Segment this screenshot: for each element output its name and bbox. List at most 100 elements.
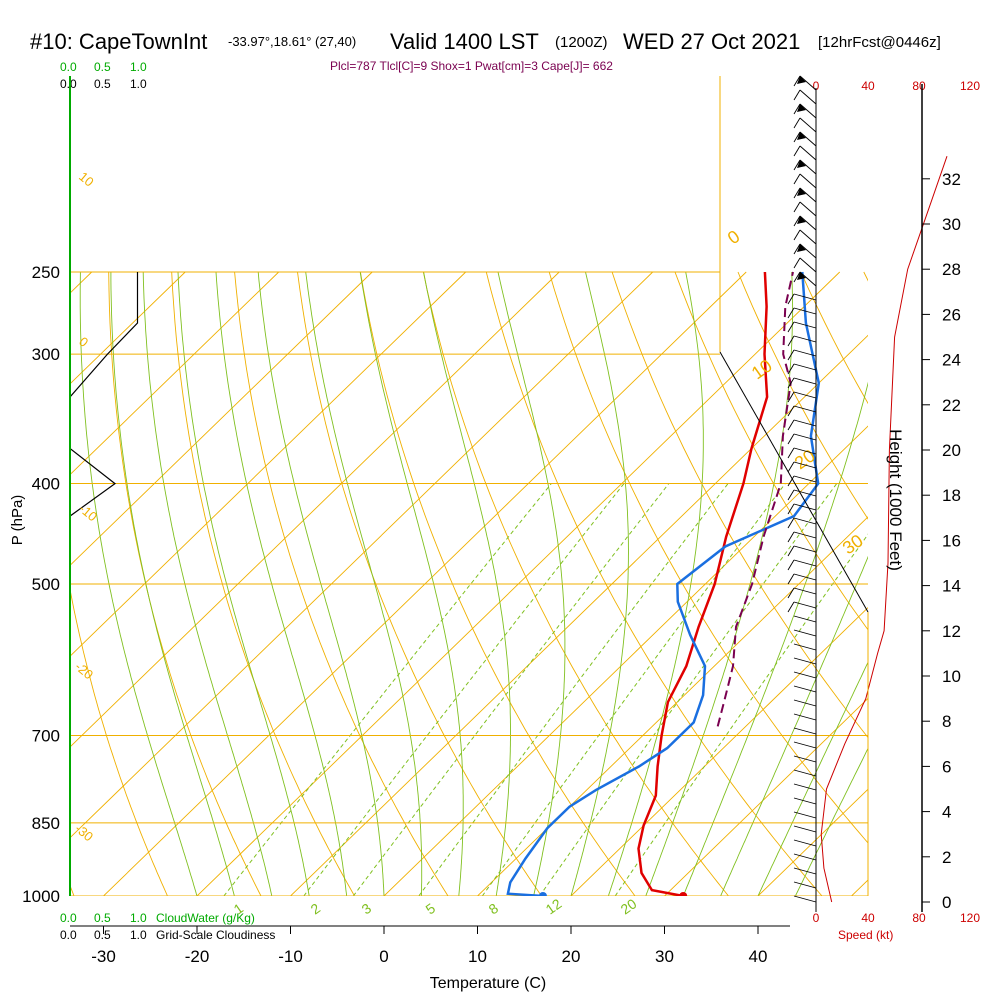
wind-barb (793, 363, 817, 371)
pressure-axis-label: P (hPa) (9, 495, 26, 546)
wind-barb-feather (787, 447, 795, 459)
wind-barb-feather (787, 335, 795, 347)
wind-barb (793, 769, 817, 777)
wind-barb-feather (793, 103, 801, 115)
wind-barb-pennant (797, 76, 806, 84)
cloudwater-top-tick: 0.5 (94, 60, 111, 74)
pressure-tick-label: 400 (32, 475, 60, 494)
mixing-ratio-label: 3 (359, 900, 375, 918)
wind-scale-bottom-label: 0 (813, 911, 820, 925)
height-tick-label: 14 (942, 577, 961, 596)
wind-barb (799, 257, 817, 273)
height-tick-label: 10 (942, 667, 961, 686)
cloudwater-top-tick: 1.0 (130, 60, 147, 74)
moist-adiabat (570, 271, 629, 896)
wind-barb-feather (787, 601, 795, 613)
cloudiness-top-tick: 0.0 (60, 77, 77, 91)
wind-barb-feather (793, 75, 801, 87)
wind-scale-top-label: 80 (912, 79, 926, 93)
wind-barb-feather (793, 159, 801, 171)
dry-adiabat (485, 271, 823, 896)
moist-adiabat (359, 271, 464, 896)
wind-barb-pennant (797, 188, 806, 196)
wind-barb (793, 531, 817, 539)
moist-adiabat (645, 271, 794, 896)
wind-scale-bottom-label: 40 (861, 911, 875, 925)
chart-title-station: #10: CapeTownInt (30, 29, 207, 54)
wind-barb (799, 117, 817, 133)
wind-scale-top-label: 0 (813, 79, 820, 93)
cloudwater-legend: CloudWater (g/Kg) (156, 911, 255, 925)
moist-adiabat (720, 555, 868, 896)
dry-adiabat (674, 271, 868, 631)
height-tick-label: 20 (942, 441, 961, 460)
wind-barb-feather (787, 475, 795, 487)
wind-barb-pennant (797, 272, 806, 280)
wind-barb-feather (787, 489, 795, 501)
dry-adiabat (422, 271, 729, 896)
moist-adiabat (177, 271, 310, 896)
height-tick-label: 4 (942, 803, 951, 822)
wind-barb-feather (787, 545, 795, 557)
wind-barb-feather (793, 173, 801, 185)
wind-barb-feather (793, 271, 801, 283)
dry-adiabat (927, 272, 1000, 896)
moist-adiabat (757, 661, 868, 896)
wind-barb (793, 545, 817, 553)
wind-barb-feather (787, 559, 795, 571)
parcel-line (716, 271, 794, 727)
moist-adiabat (142, 271, 273, 896)
temp-tick-label: 0 (379, 947, 388, 966)
mixing-ratio-label: 2 (308, 900, 324, 918)
chart-title-date: WED 27 Oct 2021 (623, 29, 800, 54)
moist-adiabat (607, 271, 704, 896)
wind-barb-feather (787, 293, 795, 305)
isotherm-label: -20 (72, 659, 96, 683)
wind-barb-feather (787, 349, 795, 361)
wind-barb (793, 741, 817, 749)
moist-adiabat (215, 271, 348, 896)
mixing-ratio-line (539, 483, 838, 896)
dry-adiabat (297, 271, 542, 896)
wind-barb (793, 895, 817, 903)
wind-barb (793, 349, 817, 357)
wind-barb (793, 433, 817, 441)
wind-barb (793, 783, 817, 791)
moist-adiabat (682, 381, 868, 896)
mixing-ratio-line (223, 483, 552, 896)
wind-barb (793, 321, 817, 329)
chart-title-coords: -33.97°,18.61° (27,40) (228, 34, 356, 49)
wind-barb-pennant (797, 160, 806, 168)
chart-title-utc: (1200Z) (555, 34, 608, 51)
dry-adiabat-label: 0 (724, 226, 744, 248)
height-tick-label: 6 (942, 757, 951, 776)
height-tick-label: 0 (942, 893, 951, 912)
mixing-ratio-line (481, 483, 786, 896)
wind-barb (793, 671, 817, 679)
cloudwater-bottom-tick: 0.5 (94, 911, 111, 925)
isotherm-label: 10 (76, 169, 97, 190)
wind-barb (799, 173, 817, 189)
wind-barb-feather (787, 307, 795, 319)
wind-barb (793, 657, 817, 665)
wind-barb-feather (793, 89, 801, 101)
dry-adiabat (359, 271, 636, 896)
wind-barb (793, 601, 817, 609)
wind-barb (793, 587, 817, 595)
dry-adiabat-label: 30 (839, 530, 867, 558)
wind-barb (799, 131, 817, 147)
wind-scale-bottom-label: 80 (912, 911, 926, 925)
wind-barb (793, 699, 817, 707)
isotherm (851, 879, 868, 896)
wind-barb-feather (793, 257, 801, 269)
wind-barb (793, 685, 817, 693)
temp-tick-label: -10 (278, 947, 303, 966)
wind-barb (799, 243, 817, 259)
cloudiness-legend: Grid-Scale Cloudiness (156, 928, 275, 942)
moist-adiabat (110, 272, 235, 896)
temp-tick-label: 30 (655, 947, 674, 966)
wind-barb (799, 271, 817, 287)
